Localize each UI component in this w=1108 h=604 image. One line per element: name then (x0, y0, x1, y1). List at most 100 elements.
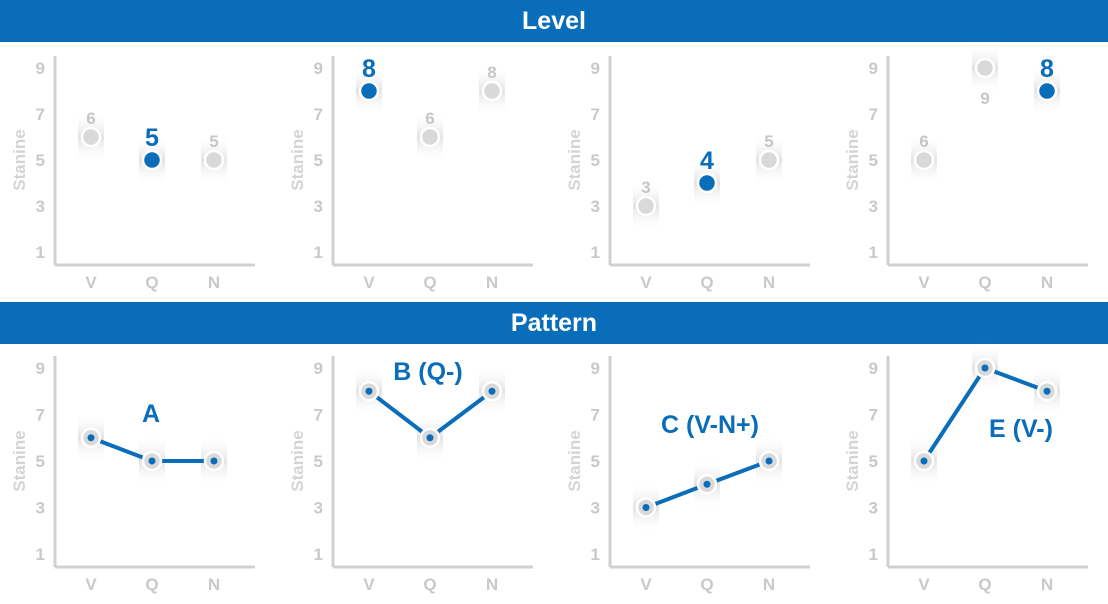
y-tick-label: 5 (591, 452, 600, 471)
data-point (481, 80, 503, 102)
data-point-core (920, 457, 928, 465)
data-point-core (210, 457, 218, 465)
y-tick-label: 3 (36, 197, 45, 216)
x-tick-label: N (486, 575, 498, 594)
y-tick-label: 7 (314, 406, 323, 425)
data-label: 3 (641, 178, 650, 197)
data-point (358, 80, 380, 102)
y-tick-label: 3 (314, 197, 323, 216)
data-point (635, 195, 657, 217)
y-tick-label: 9 (869, 359, 878, 378)
x-tick-label: Q (423, 575, 436, 594)
level-chart-3: 1 3 5 7 9 Stanine V Q N 3 4 5 (565, 56, 810, 292)
y-tick-label: 5 (869, 452, 878, 471)
y-axis-title: Stanine (565, 430, 584, 491)
y-tick-label: 5 (314, 151, 323, 170)
data-point (419, 126, 441, 148)
y-axis-title: Stanine (843, 129, 862, 190)
pattern-title: A (142, 400, 160, 428)
y-tick-label: 7 (869, 406, 878, 425)
data-point-core (148, 457, 156, 465)
y-axis-title: Stanine (10, 129, 29, 190)
data-point-core (87, 434, 95, 442)
data-point-core (426, 434, 434, 442)
data-point (974, 57, 996, 79)
data-point-core (365, 387, 373, 395)
data-point (758, 149, 780, 171)
x-tick-label: Q (145, 273, 158, 292)
level-banner: Level (0, 0, 1108, 42)
data-point (141, 149, 163, 171)
x-tick-label: V (363, 575, 375, 594)
y-tick-label: 5 (36, 151, 45, 170)
x-tick-label: V (640, 273, 652, 292)
y-tick-label: 3 (869, 197, 878, 216)
data-label: 8 (487, 63, 496, 82)
data-point (80, 126, 102, 148)
data-point-core (1043, 387, 1051, 395)
data-point-core (703, 480, 711, 488)
pattern-chart-4: 1 3 5 7 9 Stanine V Q N E (V-) (843, 343, 1088, 594)
data-label: 8 (362, 55, 376, 83)
y-tick-label: 3 (591, 197, 600, 216)
y-axis-title: Stanine (288, 129, 307, 190)
level-chart-2: 1 3 5 7 9 Stanine V Q N 8 6 8 (288, 55, 533, 292)
x-tick-label: N (208, 273, 220, 292)
y-axis-title: Stanine (843, 430, 862, 491)
x-tick-label: Q (423, 273, 436, 292)
data-point (696, 172, 718, 194)
x-tick-label: N (486, 273, 498, 292)
y-tick-label: 9 (314, 59, 323, 78)
data-label: 9 (980, 89, 989, 108)
y-tick-label: 5 (314, 452, 323, 471)
x-tick-label: V (85, 575, 97, 594)
data-label: 6 (919, 132, 928, 151)
y-axis-title: Stanine (10, 430, 29, 491)
level-chart-1: 1 3 5 7 9 Stanine V Q N 6 5 5 (10, 56, 255, 292)
x-tick-label: V (640, 575, 652, 594)
y-tick-label: 3 (869, 499, 878, 518)
y-tick-label: 9 (36, 359, 45, 378)
x-tick-label: V (918, 273, 930, 292)
y-tick-label: 3 (591, 499, 600, 518)
data-point-core (981, 364, 989, 372)
y-tick-label: 1 (591, 545, 600, 564)
x-tick-label: N (763, 273, 775, 292)
y-axis-title: Stanine (288, 430, 307, 491)
x-tick-label: Q (700, 575, 713, 594)
data-label: 8 (1040, 55, 1054, 83)
y-tick-label: 5 (591, 151, 600, 170)
y-tick-label: 9 (36, 59, 45, 78)
data-point (913, 149, 935, 171)
y-tick-label: 3 (314, 499, 323, 518)
y-tick-label: 7 (591, 406, 600, 425)
x-tick-label: N (208, 575, 220, 594)
data-point-core (765, 457, 773, 465)
y-tick-label: 1 (869, 243, 878, 262)
x-tick-label: N (1041, 575, 1053, 594)
y-tick-label: 5 (36, 452, 45, 471)
y-tick-label: 1 (36, 243, 45, 262)
data-label: 5 (145, 124, 159, 152)
data-label: 6 (425, 109, 434, 128)
data-point-core (488, 387, 496, 395)
pattern-chart-2: 1 3 5 7 9 Stanine V Q N B (Q-) (288, 356, 533, 594)
y-tick-label: 1 (591, 243, 600, 262)
y-tick-label: 7 (36, 105, 45, 124)
y-tick-label: 5 (869, 151, 878, 170)
x-tick-label: Q (700, 273, 713, 292)
x-tick-label: N (763, 575, 775, 594)
data-label: 6 (86, 109, 95, 128)
y-axis-title: Stanine (565, 129, 584, 190)
pattern-chart-1: 1 3 5 7 9 Stanine V Q N A (10, 356, 255, 594)
pattern-title: C (V-N+) (661, 411, 759, 439)
x-tick-label: Q (978, 575, 991, 594)
y-tick-label: 3 (36, 499, 45, 518)
x-tick-label: Q (145, 575, 158, 594)
data-label: 5 (764, 132, 773, 151)
y-tick-label: 7 (314, 105, 323, 124)
x-tick-label: V (363, 273, 375, 292)
y-tick-label: 1 (314, 243, 323, 262)
x-tick-label: V (85, 273, 97, 292)
